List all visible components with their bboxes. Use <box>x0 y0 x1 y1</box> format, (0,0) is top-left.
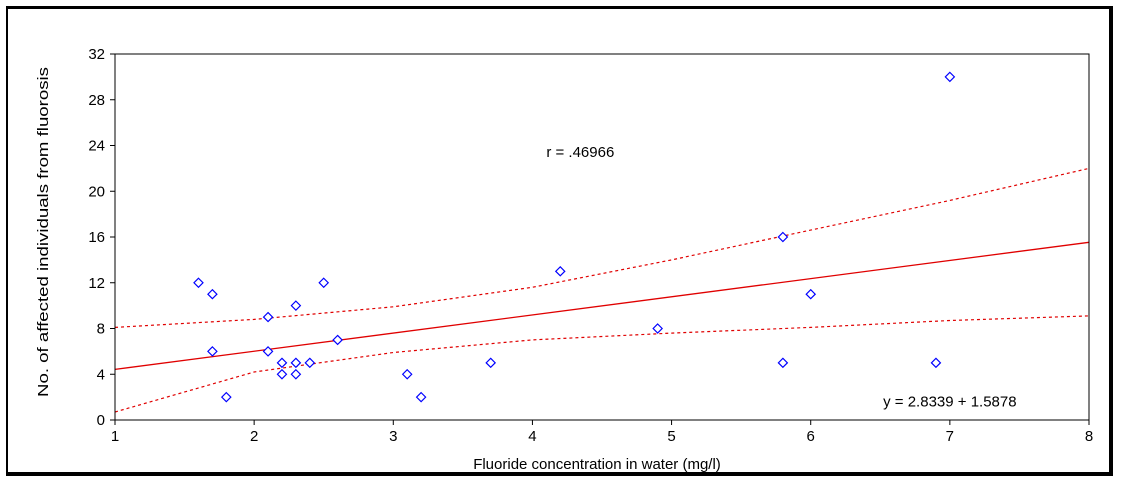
scatter-point <box>944 71 956 83</box>
scatter-point <box>220 391 232 403</box>
ci-lower-line <box>114 315 1090 413</box>
x-tick-label: 6 <box>807 428 815 445</box>
y-axis-label: No. of affected individuals from fluoros… <box>35 67 52 397</box>
scatter-point <box>193 277 204 289</box>
scatter-point <box>304 357 316 369</box>
x-axis-label: Fluoride concentration in water (mg/l) <box>473 456 721 473</box>
annotations: r = .46966 y = 2.8339 + 1.5878 <box>546 144 1016 410</box>
y-tick-label: 20 <box>88 183 105 200</box>
x-tick-label: 2 <box>250 428 258 445</box>
regression-line <box>114 241 1090 371</box>
y-tick-label: 16 <box>88 229 105 246</box>
scatter-point <box>554 265 566 277</box>
y-tick-label: 0 <box>97 412 105 429</box>
scatter-point <box>276 357 288 369</box>
x-tick-label: 1 <box>111 428 119 445</box>
scatter-point <box>415 391 427 403</box>
scatter-point <box>276 368 288 380</box>
scatter-point <box>332 334 343 346</box>
chart-frame <box>6 6 1113 476</box>
confidence-band-lower <box>114 315 1090 413</box>
x-tick-label: 3 <box>389 428 397 445</box>
x-axis: 1 2 3 4 5 6 7 8 <box>111 420 1093 445</box>
scatter-point <box>777 231 789 243</box>
y-axis: 0 4 8 12 16 20 24 28 32 <box>88 46 115 429</box>
regression-fit-line <box>114 241 1090 371</box>
plot-area <box>114 53 1090 421</box>
annotation-text: r = .46966 <box>546 144 614 161</box>
scatter-point <box>290 357 302 369</box>
y-tick-label: 28 <box>88 92 105 109</box>
y-tick-label: 8 <box>97 321 105 338</box>
scatter-point <box>207 346 218 357</box>
y-tick-label: 32 <box>88 46 105 63</box>
scatter-point <box>318 277 330 289</box>
data-points <box>193 71 956 403</box>
scatter-point <box>805 288 817 300</box>
scatter-point <box>930 357 942 369</box>
scatter-point <box>207 288 218 300</box>
y-tick-label: 4 <box>97 366 105 383</box>
scatter-point <box>401 368 413 380</box>
scatter-point <box>485 357 497 369</box>
ci-upper-line <box>114 167 1090 328</box>
x-tick-label: 8 <box>1085 428 1093 445</box>
y-tick-label: 12 <box>88 275 105 292</box>
x-tick-label: 5 <box>667 428 675 445</box>
scatter-point <box>262 346 274 357</box>
x-tick-label: 4 <box>528 428 536 445</box>
y-tick-label: 24 <box>88 138 105 155</box>
annotation-text: y = 2.8339 + 1.5878 <box>883 393 1016 410</box>
scatter-point <box>652 323 664 334</box>
scatter-point <box>777 357 789 369</box>
x-tick-label: 7 <box>946 428 954 445</box>
scatter-point <box>290 300 302 311</box>
confidence-band-upper <box>114 167 1090 328</box>
scatter-point <box>290 368 302 380</box>
scatter-point <box>262 311 274 323</box>
